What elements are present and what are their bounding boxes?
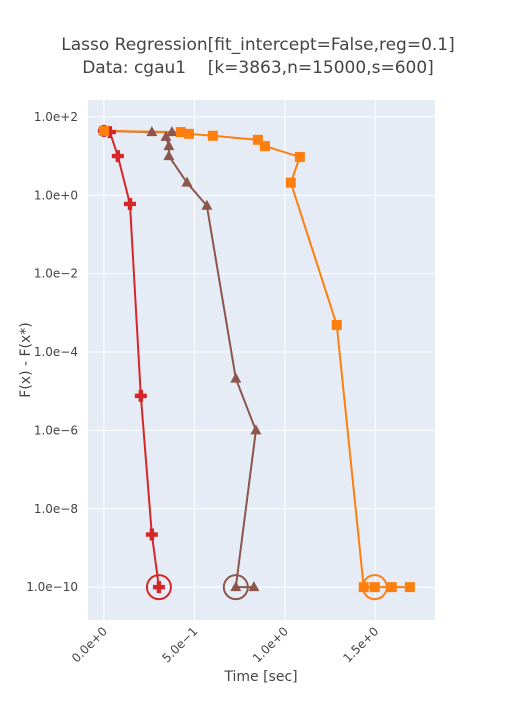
highlight-circle xyxy=(222,574,249,601)
marker xyxy=(163,140,175,151)
marker xyxy=(248,581,260,592)
marker xyxy=(175,127,186,138)
marker xyxy=(252,134,263,145)
marker xyxy=(181,176,193,187)
marker xyxy=(103,126,116,139)
highlight-circle xyxy=(361,574,388,601)
chart-subtitle: Data: cgau1 [k=3863,n=15000,s=600] xyxy=(82,58,434,78)
marker xyxy=(166,126,178,137)
marker xyxy=(285,177,296,188)
y-tick-label: 1.0e−2 xyxy=(34,267,78,281)
chart-title: Lasso Regression[fit_intercept=False,reg… xyxy=(61,35,455,55)
x-tick-label: 5.0e−1 xyxy=(159,624,200,665)
marker xyxy=(145,528,158,541)
x-tick-label: 1.5e+0 xyxy=(340,624,381,665)
marker xyxy=(369,582,380,593)
marker xyxy=(404,582,415,593)
marker xyxy=(250,424,262,435)
marker xyxy=(230,372,242,383)
marker xyxy=(123,197,136,210)
marker xyxy=(152,581,165,594)
marker xyxy=(98,125,109,136)
marker xyxy=(163,150,175,161)
marker xyxy=(183,128,194,139)
marker xyxy=(331,319,342,330)
marker xyxy=(160,130,172,141)
x-tick-label: 0.0e+0 xyxy=(69,624,110,665)
y-tick-label: 1.0e−6 xyxy=(34,423,78,437)
y-tick-label: 1.0e−8 xyxy=(34,502,78,516)
marker xyxy=(201,199,213,210)
marker xyxy=(386,582,397,593)
marker xyxy=(230,581,242,592)
x-axis-title: Time [sec] xyxy=(223,669,297,685)
y-tick-label: 1.0e−10 xyxy=(26,580,78,594)
marker xyxy=(146,126,158,137)
highlight-circle xyxy=(145,574,172,601)
marker xyxy=(207,130,218,141)
y-tick-label: 1.0e+2 xyxy=(34,110,78,124)
y-tick-label: 1.0e−4 xyxy=(34,345,78,359)
marker xyxy=(294,151,305,162)
marker xyxy=(111,150,124,163)
marker xyxy=(134,389,147,402)
y-tick-label: 1.0e+0 xyxy=(34,188,78,202)
x-tick-label: 1.0e+0 xyxy=(250,624,291,665)
plot-background xyxy=(88,100,435,620)
marker xyxy=(259,141,270,152)
y-axis-title: F(x) - F(x*) xyxy=(18,322,34,397)
